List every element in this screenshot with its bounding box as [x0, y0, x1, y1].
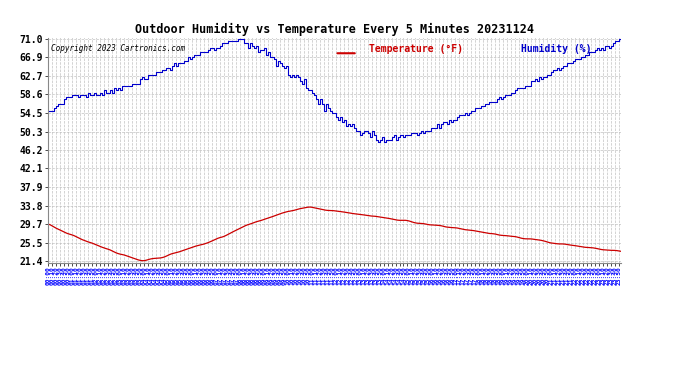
Title: Outdoor Humidity vs Temperature Every 5 Minutes 20231124: Outdoor Humidity vs Temperature Every 5 …: [135, 23, 534, 36]
Text: Humidity (%): Humidity (%): [521, 44, 591, 54]
Text: Copyright 2023 Cartronics.com: Copyright 2023 Cartronics.com: [51, 44, 186, 53]
Text: Temperature (°F): Temperature (°F): [369, 44, 463, 54]
